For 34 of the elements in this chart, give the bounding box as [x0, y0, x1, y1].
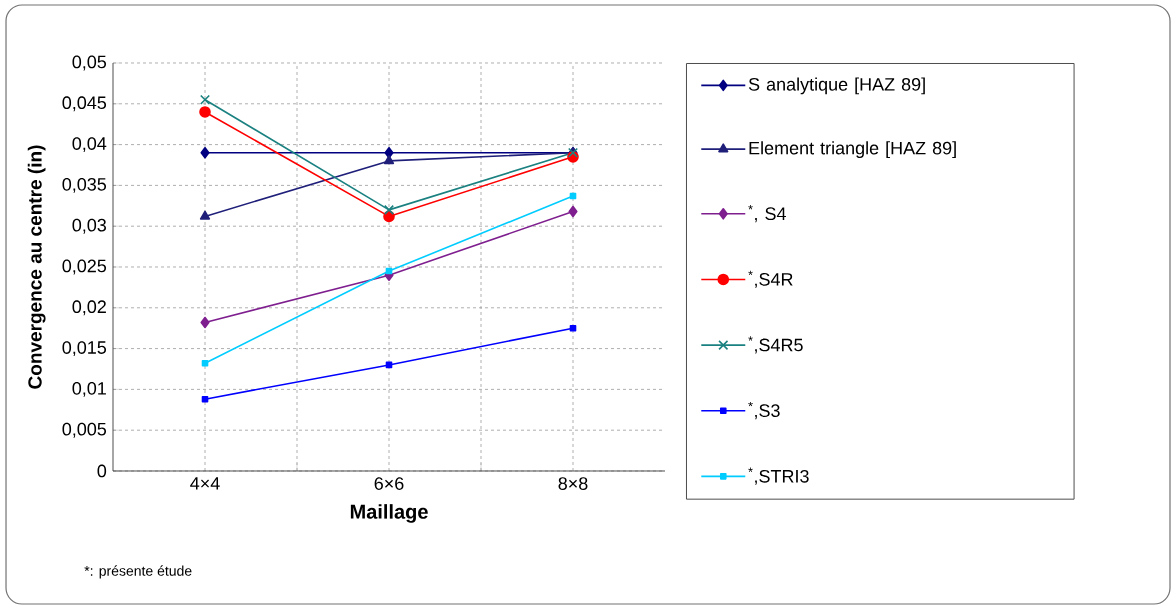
- x-axis-title: Maillage: [350, 504, 428, 523]
- text: *: présente étude: [84, 565, 192, 579]
- legend-label: S analytique [HAZ 89]: [748, 77, 925, 95]
- point: [383, 155, 395, 165]
- y-tick-label: 0,01: [72, 381, 106, 397]
- point: [200, 146, 210, 159]
- legend-label: $^{*}$,S4R5: [748, 336, 803, 354]
- y-tick-label: 0,05: [72, 55, 107, 71]
- point: [568, 205, 578, 218]
- y-tick-label: 0,04: [72, 137, 107, 153]
- legend-label: $^{*}$,S4R: [748, 270, 793, 288]
- y-tick-label: 0,02: [72, 300, 106, 316]
- legend-label: $^{*}$,STRI3: [748, 467, 809, 485]
- x-tick-label: 4×4: [190, 477, 220, 490]
- y-tick-label: 0,045: [62, 96, 107, 112]
- legend-label: $^{*}$, S4: [748, 204, 786, 223]
- point: [200, 316, 210, 329]
- y-axis-title: Convergence au centre (in): [27, 145, 46, 389]
- y-tick-label: 0,03: [72, 218, 107, 234]
- y-tick-label: 0,015: [62, 341, 107, 357]
- y-tick-label: 0,035: [62, 177, 107, 193]
- point: [384, 146, 394, 159]
- point: [199, 210, 211, 220]
- y-tick-label: 0,005: [62, 422, 107, 438]
- y-tick-label: 0: [97, 464, 107, 478]
- legend-label: $^{*}$,S3: [748, 401, 780, 420]
- x-tick-label: 6×6: [374, 477, 404, 490]
- point: [201, 359, 209, 367]
- x-tick-label: 8×8: [558, 477, 588, 490]
- legend-label: Element triangle [HAZ 89]: [749, 141, 956, 159]
- point: [383, 204, 395, 215]
- point: [199, 106, 211, 118]
- point: [199, 94, 211, 105]
- y-tick-label: 0,025: [62, 259, 107, 275]
